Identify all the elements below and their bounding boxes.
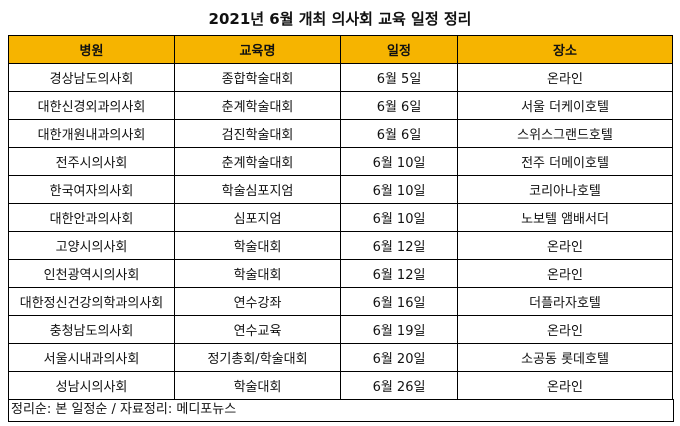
date-cell: 6월 12일 — [340, 259, 458, 288]
table-row: 한국여자의사회 학술심포지엄 6월 10일 코리아나호텔 — [8, 175, 673, 204]
hospital-cell: 충청남도의사회 — [8, 315, 175, 344]
table-row: 전주시의사회 춘계학술대회 6월 10일 전주 더메이호텔 — [8, 147, 673, 176]
course-cell: 연수강좌 — [174, 287, 341, 316]
table-row: 대한개원내과의사회 검진학술대회 6월 6일 스위스그랜드호텔 — [8, 119, 673, 148]
date-cell: 6월 20일 — [340, 343, 458, 372]
table-row: 서울시내과의사회 정기총회/학술대회 6월 20일 소공동 롯데호텔 — [8, 343, 673, 372]
date-cell: 6월 16일 — [340, 287, 458, 316]
venue-cell: 전주 더메이호텔 — [457, 147, 673, 176]
venue-cell: 스위스그랜드호텔 — [457, 119, 673, 148]
venue-cell: 온라인 — [457, 231, 673, 260]
venue-cell: 온라인 — [457, 371, 673, 400]
column-header-hospital: 병원 — [8, 35, 175, 64]
date-cell: 6월 12일 — [340, 231, 458, 260]
hospital-cell: 대한안과의사회 — [8, 203, 175, 232]
column-header-date: 일정 — [340, 35, 458, 64]
course-cell: 심포지엄 — [174, 203, 341, 232]
course-cell: 정기총회/학술대회 — [174, 343, 341, 372]
venue-cell: 노보텔 앰배서더 — [457, 203, 673, 232]
table-footnote: 정리순: 본 일정순 / 자료정리: 메디포뉴스 — [8, 399, 674, 422]
table-row: 고양시의사회 학술대회 6월 12일 온라인 — [8, 231, 673, 260]
schedule-table: 병원 교육명 일정 장소 경상남도의사회 종합학술대회 6월 5일 온라인 대한신경외과… — [8, 35, 673, 400]
table-header: 병원 교육명 일정 장소 — [8, 35, 673, 64]
venue-cell: 온라인 — [457, 63, 673, 92]
course-cell: 학술심포지엄 — [174, 175, 341, 204]
table-row: 대한신경외과의사회 춘계학술대회 6월 6일 서울 더케이호텔 — [8, 91, 673, 120]
hospital-cell: 대한개원내과의사회 — [8, 119, 175, 148]
course-cell: 연수교육 — [174, 315, 341, 344]
table-row: 대한안과의사회 심포지엄 6월 10일 노보텔 앰배서더 — [8, 203, 673, 232]
course-cell: 종합학술대회 — [174, 63, 341, 92]
date-cell: 6월 6일 — [340, 119, 458, 148]
table-row: 대한정신건강의학과의사회 연수강좌 6월 16일 더플라자호텔 — [8, 287, 673, 316]
date-cell: 6월 10일 — [340, 175, 458, 204]
table-row: 성남시의사회 학술대회 6월 26일 온라인 — [8, 371, 673, 400]
venue-cell: 더플라자호텔 — [457, 287, 673, 316]
course-cell: 춘계학술대회 — [174, 147, 341, 176]
date-cell: 6월 26일 — [340, 371, 458, 400]
hospital-cell: 전주시의사회 — [8, 147, 175, 176]
venue-cell: 코리아나호텔 — [457, 175, 673, 204]
venue-cell: 소공동 롯데호텔 — [457, 343, 673, 372]
course-cell: 검진학술대회 — [174, 119, 341, 148]
page-title: 2021년 6월 개최 의사회 교육 일정 정리 — [208, 10, 472, 28]
hospital-cell: 경상남도의사회 — [8, 63, 175, 92]
venue-cell: 온라인 — [457, 315, 673, 344]
date-cell: 6월 10일 — [340, 203, 458, 232]
hospital-cell: 대한정신건강의학과의사회 — [8, 287, 175, 316]
hospital-cell: 인천광역시의사회 — [8, 259, 175, 288]
hospital-cell: 서울시내과의사회 — [8, 343, 175, 372]
table-row: 충청남도의사회 연수교육 6월 19일 온라인 — [8, 315, 673, 344]
venue-cell: 온라인 — [457, 259, 673, 288]
hospital-cell: 대한신경외과의사회 — [8, 91, 175, 120]
column-header-venue: 장소 — [457, 35, 673, 64]
venue-cell: 서울 더케이호텔 — [457, 91, 673, 120]
course-cell: 학술대회 — [174, 231, 341, 260]
table-body: 경상남도의사회 종합학술대회 6월 5일 온라인 대한신경외과의사회 춘계학술대회 6월 6… — [8, 63, 673, 400]
table-row: 인천광역시의사회 학술대회 6월 12일 온라인 — [8, 259, 673, 288]
header-row: 병원 교육명 일정 장소 — [8, 35, 673, 64]
date-cell: 6월 19일 — [340, 315, 458, 344]
date-cell: 6월 10일 — [340, 147, 458, 176]
date-cell: 6월 5일 — [340, 63, 458, 92]
course-cell: 학술대회 — [174, 371, 341, 400]
table-row: 경상남도의사회 종합학술대회 6월 5일 온라인 — [8, 63, 673, 92]
date-cell: 6월 6일 — [340, 91, 458, 120]
course-cell: 춘계학술대회 — [174, 91, 341, 120]
course-cell: 학술대회 — [174, 259, 341, 288]
hospital-cell: 성남시의사회 — [8, 371, 175, 400]
hospital-cell: 한국여자의사회 — [8, 175, 175, 204]
column-header-course: 교육명 — [174, 35, 341, 64]
hospital-cell: 고양시의사회 — [8, 231, 175, 260]
